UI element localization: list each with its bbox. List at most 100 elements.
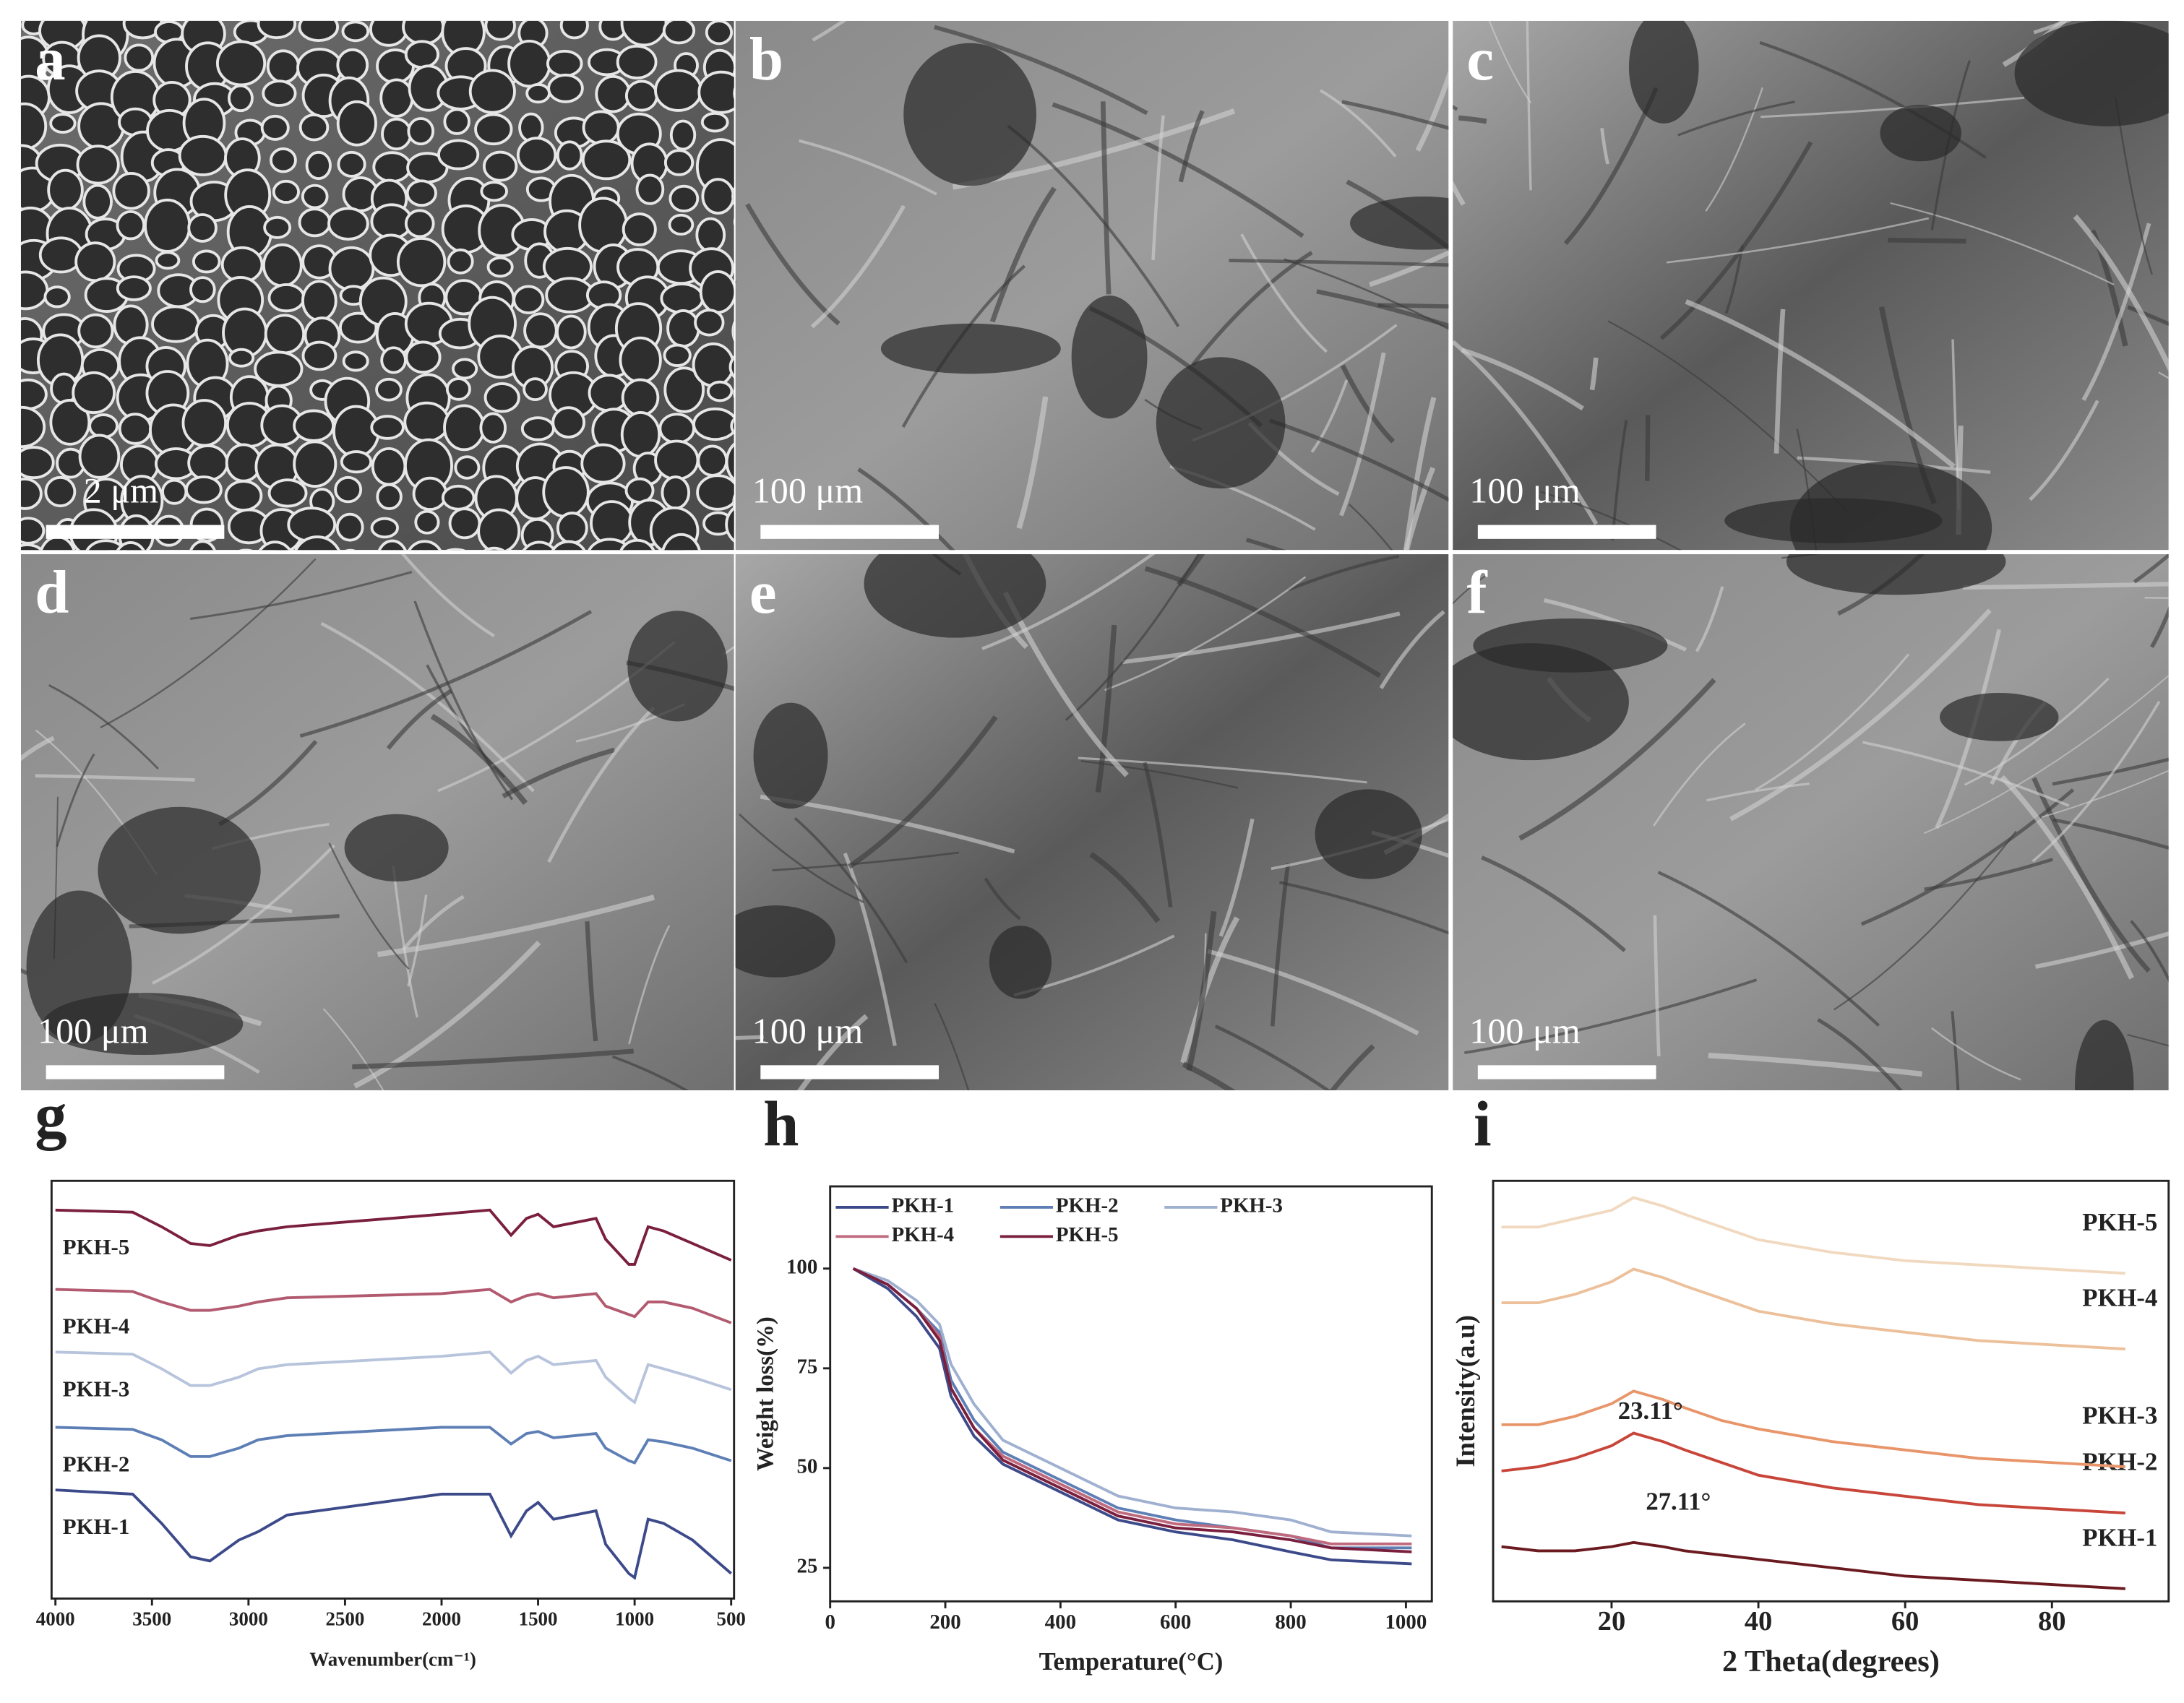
pore: [336, 100, 377, 147]
pore: [20, 543, 44, 551]
y-axis-label: Weight loss(%): [752, 1316, 778, 1471]
legend-label: PKH-1: [891, 1194, 954, 1217]
x-axis-label: 2 Theta(degrees): [1722, 1644, 1940, 1678]
pore: [85, 539, 126, 551]
pore: [298, 113, 330, 142]
pore: [578, 197, 628, 254]
sheet-edge: [1923, 674, 2169, 835]
cavity: [903, 43, 1037, 186]
pore: [445, 377, 471, 401]
sem-texture: [1453, 20, 2169, 551]
pore: [668, 184, 700, 212]
sem-texture: [20, 554, 734, 1091]
sheet-edge: [1817, 1018, 1904, 1091]
pore: [483, 382, 520, 413]
panel-label: b: [749, 25, 783, 93]
sheet-edge: [1369, 250, 1449, 288]
pore: [270, 147, 297, 173]
pore: [370, 415, 405, 440]
pore: [479, 412, 507, 444]
pore: [507, 39, 551, 88]
series-line: [1501, 1389, 2125, 1468]
pore: [662, 20, 696, 45]
pore: [74, 241, 116, 283]
pore: [20, 446, 55, 480]
sheet-edge: [1089, 852, 1161, 923]
sheet-edge: [392, 866, 418, 1018]
sem-image: [1453, 554, 2169, 1091]
sheet-edge: [794, 817, 908, 964]
pore: [380, 346, 407, 374]
sheet-edge: [1316, 289, 1449, 329]
sheet-edge: [407, 894, 428, 987]
pore: [258, 540, 292, 551]
sheet-edge: [1349, 504, 1393, 551]
sheet-edge: [1180, 916, 1240, 1064]
pore: [76, 145, 120, 185]
pore: [20, 102, 48, 150]
series-label: PKH-2: [2082, 1448, 2157, 1476]
pore: [620, 20, 668, 47]
pore: [559, 20, 589, 40]
pore: [622, 212, 657, 246]
pore: [477, 508, 521, 551]
series-label: PKH-1: [2082, 1523, 2157, 1551]
sheet-edge: [1888, 238, 1966, 244]
pore: [407, 117, 435, 146]
sheet-edge: [1964, 677, 2110, 786]
series-label: PKH-4: [63, 1314, 129, 1339]
x-axis-label: Wavenumber(cm⁻¹): [309, 1648, 476, 1670]
y-tick-label: 25: [796, 1555, 817, 1578]
sem-texture: [1453, 554, 2169, 1091]
pore: [666, 309, 700, 348]
sheet-edge: [377, 894, 655, 957]
series-line: [1501, 1267, 2125, 1351]
sheet-edge: [1677, 100, 1795, 137]
legend-label: PKH-3: [1220, 1194, 1283, 1217]
pore: [595, 74, 632, 113]
cavity: [2014, 20, 2169, 126]
sheet-edge: [934, 1003, 970, 1091]
x-tick-label: 20: [1598, 1606, 1626, 1637]
sheet-edge: [1705, 87, 1763, 212]
pore: [624, 79, 658, 112]
pore: [78, 434, 121, 479]
sheet-edge: [1518, 678, 1716, 841]
pore: [437, 139, 480, 171]
sheet-edge: [1415, 69, 1449, 152]
sheet-edge: [1052, 102, 1304, 238]
sheet-edge: [1078, 756, 1367, 784]
pore: [262, 243, 303, 288]
series-label: PKH-3: [63, 1376, 129, 1401]
pore: [621, 378, 660, 417]
pore: [254, 350, 304, 387]
plot-frame: [829, 1185, 1433, 1603]
pore: [483, 546, 505, 551]
pore: [624, 477, 655, 504]
sheet-edge: [2073, 214, 2169, 372]
panel-label: e: [749, 559, 777, 626]
annotation: 23.11°: [1618, 1397, 1683, 1425]
cavity: [1453, 643, 1629, 761]
sheet-edge: [1695, 586, 1724, 652]
sheet-edge: [1346, 179, 1449, 251]
sheet-edge: [2052, 757, 2169, 786]
pore: [151, 305, 200, 343]
pore: [187, 213, 218, 243]
sheet-edge: [2034, 931, 2169, 969]
pore: [663, 366, 705, 413]
scale-bar: [1477, 1065, 1656, 1079]
pore: [72, 371, 116, 414]
pore: [375, 377, 403, 402]
pore: [660, 283, 705, 314]
sheet-edge: [1760, 96, 2024, 118]
sheet-edge: [48, 684, 159, 769]
pore: [405, 179, 437, 207]
cavity: [1724, 498, 1943, 543]
pore: [20, 517, 46, 545]
sheet-edge: [1645, 415, 1651, 481]
sheet-edge: [1287, 554, 1400, 592]
sheet-edge: [1065, 554, 1200, 721]
sheet-edge: [1151, 115, 1165, 261]
